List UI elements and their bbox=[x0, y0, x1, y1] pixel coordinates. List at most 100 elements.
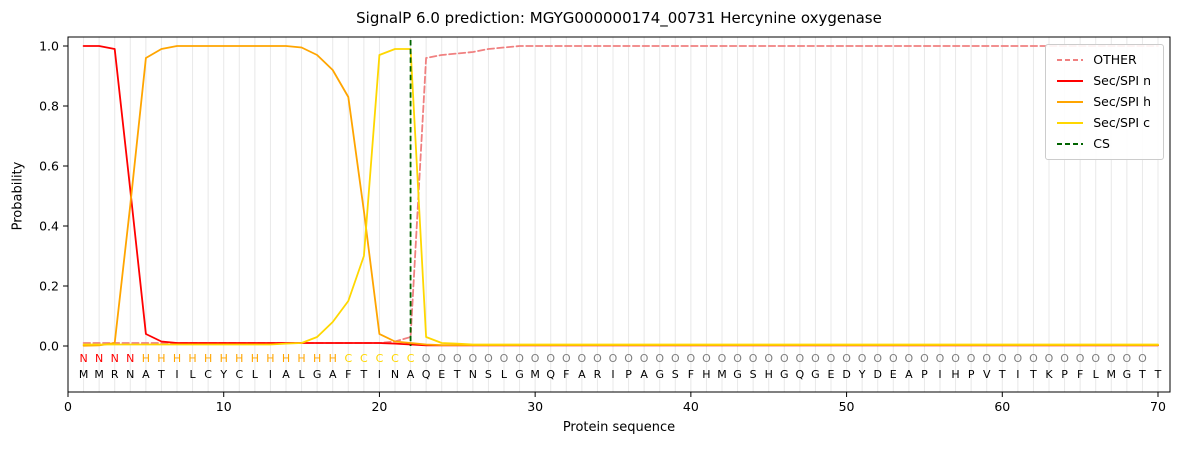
legend-line-sample-sec-spi-h bbox=[1057, 101, 1084, 103]
x-tick-label: 60 bbox=[994, 399, 1010, 414]
sequence-residue: T bbox=[1154, 368, 1162, 381]
sequence-residue: T bbox=[359, 368, 367, 381]
sequence-residue: A bbox=[578, 368, 586, 381]
legend-item-cs: CS bbox=[1056, 137, 1151, 151]
region-label: H bbox=[329, 352, 337, 365]
sequence-residue: I bbox=[378, 368, 381, 381]
sequence-residue: H bbox=[765, 368, 773, 381]
region-label: C bbox=[344, 352, 352, 365]
region-label: O bbox=[671, 352, 680, 365]
sequence-residue: L bbox=[299, 368, 306, 381]
region-label: O bbox=[827, 352, 836, 365]
y-tick-label: 0.2 bbox=[39, 279, 59, 294]
sequence-residue: I bbox=[269, 368, 272, 381]
sequence-residue: Q bbox=[796, 368, 805, 381]
sequence-residue: T bbox=[1138, 368, 1146, 381]
region-label: H bbox=[282, 352, 290, 365]
region-label: O bbox=[842, 352, 851, 365]
sequence-residue: G bbox=[780, 368, 789, 381]
legend-label: Sec/SPI n bbox=[1093, 73, 1151, 88]
region-label: O bbox=[1091, 352, 1100, 365]
region-label: O bbox=[515, 352, 524, 365]
sequence-residue: H bbox=[951, 368, 959, 381]
sequence-residue: P bbox=[921, 368, 928, 381]
region-label: O bbox=[1123, 352, 1132, 365]
sequence-residue: K bbox=[1045, 368, 1053, 381]
x-tick-label: 30 bbox=[527, 399, 543, 414]
region-label: O bbox=[936, 352, 945, 365]
sequence-residue: A bbox=[407, 368, 415, 381]
sequence-residue: H bbox=[702, 368, 710, 381]
y-tick-label: 0.0 bbox=[39, 339, 59, 354]
region-label: C bbox=[376, 352, 384, 365]
region-label: O bbox=[1045, 352, 1054, 365]
region-label: O bbox=[484, 352, 493, 365]
y-tick-label: 1.0 bbox=[39, 39, 59, 54]
sequence-residue: S bbox=[750, 368, 757, 381]
sequence-residue: L bbox=[1093, 368, 1100, 381]
sequence-residue: G bbox=[313, 368, 322, 381]
x-axis-ticks: 0 10 20 30 40 50 60 70 bbox=[64, 392, 1166, 414]
sequence-residue: F bbox=[563, 368, 569, 381]
region-label: H bbox=[297, 352, 305, 365]
region-label: H bbox=[251, 352, 259, 365]
sequence-residue: M bbox=[530, 368, 540, 381]
sequence-residue: G bbox=[1123, 368, 1132, 381]
region-label: O bbox=[780, 352, 789, 365]
region-label: N bbox=[95, 352, 103, 365]
y-axis-ticks: 0.0 0.2 0.4 0.6 0.8 1.0 bbox=[39, 39, 68, 354]
sequence-residue: Q bbox=[422, 368, 431, 381]
sequence-residue: S bbox=[672, 368, 679, 381]
sequence-residue: F bbox=[1077, 368, 1083, 381]
region-label: H bbox=[235, 352, 243, 365]
sequence-residue: N bbox=[469, 368, 477, 381]
region-label: O bbox=[578, 352, 587, 365]
region-label: O bbox=[702, 352, 711, 365]
legend-item-sec-spi-h: Sec/SPI h bbox=[1056, 95, 1151, 109]
region-label: N bbox=[126, 352, 134, 365]
sequence-residue: G bbox=[733, 368, 742, 381]
region-label: O bbox=[764, 352, 773, 365]
region-label: H bbox=[266, 352, 274, 365]
region-label: O bbox=[593, 352, 602, 365]
region-label: O bbox=[655, 352, 664, 365]
sequence-residue: F bbox=[345, 368, 351, 381]
legend-item-sec-spi-c: Sec/SPI c bbox=[1056, 116, 1151, 130]
region-label: O bbox=[796, 352, 805, 365]
sequence-residue: N bbox=[126, 368, 134, 381]
sequence-residue: A bbox=[640, 368, 648, 381]
region-label: H bbox=[157, 352, 165, 365]
sequence-residue: P bbox=[1061, 368, 1068, 381]
sequence-residue: I bbox=[1016, 368, 1019, 381]
region-label: O bbox=[531, 352, 540, 365]
region-label: H bbox=[173, 352, 181, 365]
region-label: H bbox=[142, 352, 150, 365]
sequence-residue: M bbox=[94, 368, 104, 381]
sequence-residue: E bbox=[828, 368, 835, 381]
sequence-residue: G bbox=[811, 368, 820, 381]
sequence-residue: L bbox=[252, 368, 259, 381]
legend: OTHER Sec/SPI n Sec/SPI h Sec/SPI c CS bbox=[1045, 44, 1164, 160]
sequence-residue: T bbox=[998, 368, 1006, 381]
sequence-residue: E bbox=[438, 368, 445, 381]
sequence-residue: M bbox=[1107, 368, 1117, 381]
series-line-sec-spi-c bbox=[82, 48, 1159, 346]
region-label: O bbox=[640, 352, 649, 365]
region-label: O bbox=[889, 352, 898, 365]
sequence-residue: P bbox=[625, 368, 632, 381]
sequence-residue: I bbox=[175, 368, 178, 381]
region-label: O bbox=[1076, 352, 1085, 365]
legend-line-sample-cs bbox=[1057, 143, 1084, 145]
region-label: C bbox=[360, 352, 368, 365]
region-label: C bbox=[407, 352, 415, 365]
sequence-residue: A bbox=[905, 368, 913, 381]
region-label: O bbox=[546, 352, 555, 365]
sequence-residue: N bbox=[391, 368, 399, 381]
x-tick-label: 40 bbox=[683, 399, 699, 414]
region-label: O bbox=[905, 352, 914, 365]
sequence-residue: G bbox=[655, 368, 664, 381]
x-tick-label: 0 bbox=[64, 399, 72, 414]
